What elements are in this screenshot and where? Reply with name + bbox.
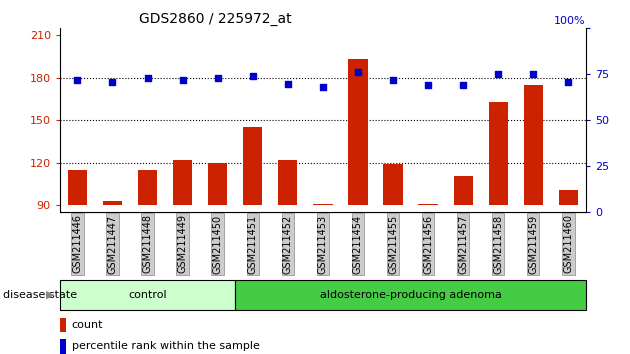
Bar <box>524 85 543 205</box>
Bar <box>60 280 235 310</box>
Text: GSM211448: GSM211448 <box>142 215 152 273</box>
Bar <box>138 170 157 205</box>
Point <box>493 72 503 77</box>
Bar <box>489 102 508 205</box>
Point <box>388 77 398 83</box>
Point <box>353 70 363 75</box>
Text: GSM211450: GSM211450 <box>213 215 222 274</box>
Point <box>458 82 468 88</box>
Point <box>528 72 538 77</box>
Point <box>423 82 433 88</box>
Text: GSM211455: GSM211455 <box>388 215 398 274</box>
Text: GSM211456: GSM211456 <box>423 215 433 274</box>
Text: GSM211458: GSM211458 <box>493 215 503 274</box>
Text: GSM211446: GSM211446 <box>72 215 83 273</box>
Bar <box>559 190 578 205</box>
Bar <box>454 176 472 205</box>
Point <box>72 77 83 83</box>
Point <box>212 75 222 81</box>
Text: GSM211454: GSM211454 <box>353 215 363 274</box>
Text: GSM211451: GSM211451 <box>248 215 258 274</box>
Point <box>248 73 258 79</box>
Text: GSM211453: GSM211453 <box>318 215 328 274</box>
Text: GSM211452: GSM211452 <box>283 215 293 274</box>
Bar <box>278 160 297 205</box>
Text: GSM211449: GSM211449 <box>178 215 188 273</box>
Bar <box>348 59 367 205</box>
Point <box>283 81 293 86</box>
Text: GSM211447: GSM211447 <box>108 215 117 274</box>
Bar <box>68 170 87 205</box>
Point <box>318 84 328 90</box>
Text: percentile rank within the sample: percentile rank within the sample <box>72 341 260 352</box>
Bar <box>313 204 333 205</box>
Bar <box>208 163 227 205</box>
Bar <box>418 204 438 205</box>
Bar <box>60 318 66 332</box>
Bar <box>384 164 403 205</box>
Text: disease state: disease state <box>3 290 77 300</box>
Text: ▶: ▶ <box>47 290 55 300</box>
Bar <box>243 127 262 205</box>
Point <box>563 79 573 85</box>
Text: control: control <box>129 290 167 300</box>
Bar <box>173 160 192 205</box>
Point <box>142 75 152 81</box>
Point <box>107 79 117 85</box>
Bar <box>235 280 586 310</box>
Text: 100%: 100% <box>554 17 586 27</box>
Text: aldosterone-producing adenoma: aldosterone-producing adenoma <box>319 290 501 300</box>
Point <box>178 77 188 83</box>
Bar <box>103 201 122 205</box>
Bar <box>60 339 66 354</box>
Text: GDS2860 / 225972_at: GDS2860 / 225972_at <box>139 12 292 26</box>
Text: GSM211457: GSM211457 <box>458 215 468 274</box>
Text: GSM211459: GSM211459 <box>529 215 538 274</box>
Text: count: count <box>72 320 103 330</box>
Text: GSM211460: GSM211460 <box>563 215 573 273</box>
